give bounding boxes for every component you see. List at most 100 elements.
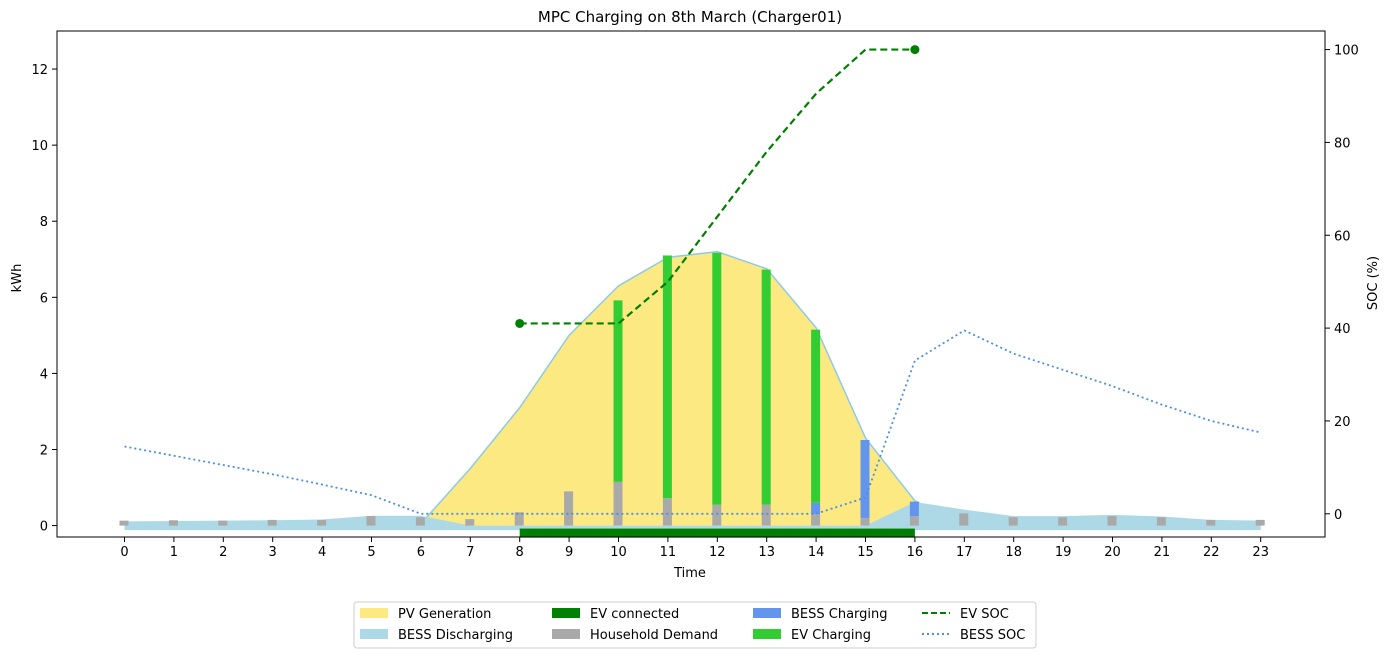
legend-label: PV Generation bbox=[398, 607, 491, 622]
ev-charging-bar bbox=[811, 329, 821, 503]
x-tick-label: 11 bbox=[660, 545, 677, 560]
legend-label: Household Demand bbox=[590, 628, 718, 643]
household-demand-bar bbox=[909, 516, 919, 526]
x-tick-label: 17 bbox=[956, 545, 973, 560]
household-demand-bar bbox=[860, 517, 870, 526]
household-demand-bar bbox=[168, 520, 178, 526]
bess-charging-bar bbox=[909, 501, 919, 517]
legend-swatch bbox=[360, 629, 388, 639]
household-demand-bar bbox=[267, 519, 277, 526]
y-tick-label: 12 bbox=[31, 63, 48, 78]
y-tick-label: 6 bbox=[40, 291, 48, 306]
household-demand-bar bbox=[119, 520, 129, 526]
chart-title: MPC Charging on 8th March (Charger01) bbox=[538, 8, 842, 26]
x-tick-label: 19 bbox=[1055, 545, 1072, 560]
x-tick-label: 8 bbox=[516, 545, 524, 560]
y2-tick-label: 40 bbox=[1334, 322, 1351, 337]
y-axis-label: kWh bbox=[10, 264, 25, 293]
ev-soc-start-marker bbox=[515, 318, 525, 328]
y2-tick-label: 100 bbox=[1334, 44, 1359, 59]
ev-charging-bar bbox=[761, 269, 771, 505]
legend: PV Generation BESS Discharging EV connecte… bbox=[353, 601, 1037, 649]
y-tick-label: 10 bbox=[31, 139, 48, 154]
x-tick-label: 6 bbox=[417, 545, 425, 560]
y-tick-label: 0 bbox=[40, 520, 48, 535]
legend-label: BESS Charging bbox=[791, 607, 888, 622]
legend-swatch bbox=[552, 608, 580, 618]
y-tick-label: 8 bbox=[40, 215, 48, 230]
household-demand-bar bbox=[613, 481, 623, 526]
y2-tick-label: 20 bbox=[1334, 415, 1351, 430]
bess-charging-bar bbox=[860, 439, 870, 518]
legend-swatch bbox=[360, 608, 388, 618]
household-demand-bar bbox=[1008, 517, 1018, 526]
bess-soc-line bbox=[124, 329, 1261, 515]
x-tick-label: 21 bbox=[1154, 545, 1171, 560]
pv-generation-area bbox=[124, 251, 1261, 526]
household-demand-bar bbox=[1107, 516, 1117, 526]
ev-charging-bar bbox=[712, 252, 722, 505]
x-tick-label: 23 bbox=[1252, 545, 1269, 560]
household-demand-bar bbox=[317, 519, 327, 526]
household-demand-bar bbox=[712, 504, 722, 526]
x-tick-label: 5 bbox=[367, 545, 375, 560]
household-demand-bar bbox=[1058, 517, 1068, 526]
x-tick-label: 9 bbox=[565, 545, 573, 560]
ev-connected-span bbox=[519, 528, 915, 538]
y2-tick-label: 0 bbox=[1334, 508, 1342, 523]
household-demand-bar bbox=[366, 516, 376, 526]
household-demand-bar bbox=[415, 517, 425, 526]
y-tick-label: 4 bbox=[40, 367, 48, 382]
legend-label: EV Charging bbox=[791, 628, 871, 643]
x-tick-label: 13 bbox=[758, 545, 775, 560]
household-demand-bar bbox=[218, 520, 228, 526]
y2-axis-label: SOC (%) bbox=[1366, 256, 1381, 310]
x-tick-label: 16 bbox=[907, 545, 924, 560]
household-demand-bar bbox=[465, 519, 475, 526]
household-demand-bar bbox=[514, 512, 524, 526]
x-tick-label: 4 bbox=[318, 545, 326, 560]
x-tick-label: 0 bbox=[120, 545, 128, 560]
household-demand-bar bbox=[811, 514, 821, 526]
legend-label: EV SOC bbox=[960, 607, 1009, 622]
ev-soc-line bbox=[519, 48, 915, 325]
ev-charging-bar bbox=[613, 300, 623, 482]
household-demand-bar bbox=[662, 498, 672, 526]
ev-charging-bar bbox=[662, 255, 672, 499]
plot-frame bbox=[56, 30, 1326, 538]
x-tick-label: 22 bbox=[1203, 545, 1220, 560]
axes: 0 1 2 3 4 5 6 7 8 9 10 11 12 13 14 15 16 17 18 19 20 21 22 2302… bbox=[31, 30, 1359, 560]
y2-tick-label: 80 bbox=[1334, 136, 1351, 151]
household-demand-bar bbox=[564, 491, 574, 526]
legend-label: BESS SOC bbox=[960, 628, 1025, 643]
legend-swatch bbox=[552, 629, 580, 639]
legend-swatch bbox=[753, 608, 781, 618]
household-demand-bar bbox=[1206, 519, 1216, 526]
x-tick-label: 1 bbox=[170, 545, 178, 560]
x-tick-label: 3 bbox=[269, 545, 277, 560]
household-demand-bar bbox=[761, 504, 771, 526]
household-demand-bar bbox=[959, 513, 969, 526]
x-tick-label: 18 bbox=[1005, 545, 1022, 560]
x-tick-label: 7 bbox=[466, 545, 474, 560]
legend-box bbox=[353, 601, 1037, 649]
legend-label: EV connected bbox=[590, 607, 679, 622]
x-tick-label: 12 bbox=[709, 545, 726, 560]
plot-area bbox=[119, 45, 1265, 538]
bess-discharging-area bbox=[124, 501, 1261, 531]
x-tick-label: 10 bbox=[610, 545, 627, 560]
bess-charging-bar bbox=[811, 502, 821, 515]
y2-tick-label: 60 bbox=[1334, 229, 1351, 244]
legend-swatch bbox=[753, 629, 781, 639]
y-tick-label: 2 bbox=[40, 443, 48, 458]
household-demand-bar bbox=[1255, 519, 1265, 526]
legend-label: BESS Discharging bbox=[398, 628, 513, 643]
x-axis-label: Time bbox=[673, 566, 706, 581]
x-tick-label: 20 bbox=[1104, 545, 1121, 560]
x-tick-label: 2 bbox=[219, 545, 227, 560]
household-demand-bar bbox=[1156, 517, 1166, 526]
x-tick-label: 14 bbox=[808, 545, 825, 560]
x-tick-label: 15 bbox=[857, 545, 874, 560]
ev-soc-end-marker bbox=[910, 45, 920, 55]
